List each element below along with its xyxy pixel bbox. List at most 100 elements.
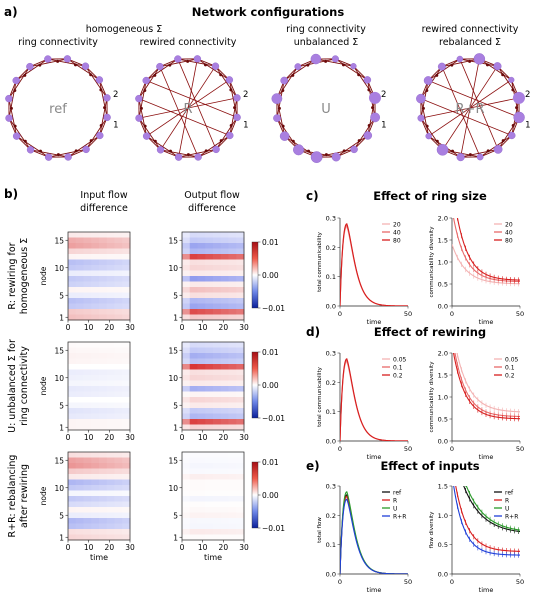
heatmap-cell xyxy=(236,248,245,255)
legend-label: R xyxy=(393,498,397,505)
heatmap-cell xyxy=(91,529,100,535)
xtick-label: 0 xyxy=(66,323,71,332)
network-center-label: U xyxy=(321,102,331,117)
ring-edge xyxy=(138,80,147,119)
heatmap-cell xyxy=(91,314,100,321)
heatmap-cell xyxy=(228,413,237,420)
heatmap-cell xyxy=(99,402,108,409)
ytick-label: 15 xyxy=(168,456,178,465)
heatmap-cell xyxy=(228,237,237,244)
heatmap-cell xyxy=(197,298,206,304)
edge-marker xyxy=(450,63,454,67)
heatmap-cell xyxy=(236,468,245,475)
heatmap-cell xyxy=(228,369,237,376)
heatmap-cell xyxy=(220,369,229,376)
heatmap-cell xyxy=(106,237,115,244)
legend-label: U xyxy=(393,506,397,513)
heatmap-cell xyxy=(228,375,237,381)
edge-marker xyxy=(468,59,472,63)
legend-label: 20 xyxy=(505,222,513,229)
heatmap-cell xyxy=(213,485,222,491)
ring-edge xyxy=(16,135,49,158)
edge-marker xyxy=(277,106,281,110)
heatmap-cell xyxy=(236,303,245,310)
network-node xyxy=(294,63,302,71)
heatmap-cell xyxy=(197,490,206,497)
ytick-label: 1.0 xyxy=(438,259,448,267)
heatmap-cell xyxy=(68,518,77,524)
heatmap-cell xyxy=(83,463,92,469)
heatmap-cell xyxy=(205,512,214,519)
heatmap-cell xyxy=(213,380,222,387)
heatmap-cell xyxy=(213,523,222,530)
row-label-line2: ring connectivity xyxy=(19,346,30,426)
ytick-label: 1 xyxy=(173,313,178,322)
ytick-label: 5 xyxy=(173,401,178,410)
heatmap-cell xyxy=(83,292,92,299)
heatmap-cell xyxy=(99,380,108,387)
xtick-label: 10 xyxy=(198,323,208,332)
heatmap-cell xyxy=(182,380,191,387)
edge-marker xyxy=(486,149,490,153)
heatmap-cell xyxy=(114,281,123,288)
heatmap-cell xyxy=(182,463,191,469)
heatmap-xlabel: time xyxy=(204,553,222,562)
heatmap-cell xyxy=(91,474,100,480)
xtick-label: 0 xyxy=(180,543,185,552)
edge-marker xyxy=(501,139,505,143)
ytick-label: 0.2 xyxy=(326,512,336,520)
ytick-label: 10 xyxy=(54,264,64,273)
heatmap-cell xyxy=(228,386,237,392)
heatmap-cell xyxy=(189,309,198,315)
heatmap-cell xyxy=(228,391,237,398)
heatmap-cell xyxy=(220,512,229,519)
ring-edge xyxy=(145,58,179,81)
panel-c-title: Effect of ring size xyxy=(373,189,487,203)
edge-marker xyxy=(74,149,78,153)
heatmap-cell xyxy=(236,386,245,392)
ytick-label: 0.5 xyxy=(438,281,448,289)
heatmap-cell xyxy=(213,468,222,475)
network-node xyxy=(233,94,241,102)
homogeneous-group-label: homogeneous Σ xyxy=(86,24,162,35)
heatmap-cell xyxy=(114,353,123,359)
heatmap-cell xyxy=(197,463,206,469)
network-node-large xyxy=(368,91,381,104)
heatmap-cell xyxy=(114,243,123,249)
xtick-label: 50 xyxy=(516,310,524,318)
heatmap-cell xyxy=(213,463,222,469)
network-node xyxy=(416,93,426,104)
xtick-label: 50 xyxy=(516,578,524,586)
heatmap-cell xyxy=(114,402,123,409)
heatmap-frame xyxy=(181,231,245,321)
heatmap-cell xyxy=(122,303,131,310)
heatmap-cell xyxy=(83,287,92,293)
heatmap-cell xyxy=(106,391,115,398)
heatmap-cell xyxy=(106,523,115,530)
heatmap-cell xyxy=(220,281,229,288)
heatmap-cell xyxy=(114,534,123,541)
heatmap-cell xyxy=(236,298,245,304)
ytick-label: 0.1 xyxy=(326,541,336,549)
heatmap-cell xyxy=(91,369,100,376)
edge-marker xyxy=(357,139,361,143)
network-node xyxy=(293,144,305,156)
heatmap-cell xyxy=(122,457,131,464)
rewired-edge xyxy=(177,58,217,150)
heatmap-cell xyxy=(220,342,229,348)
heatmap-cell xyxy=(228,353,237,359)
heatmap-cell xyxy=(197,265,206,271)
edge-marker xyxy=(291,73,295,77)
heatmap-cell xyxy=(99,397,108,403)
heatmap-cell xyxy=(236,259,245,266)
y-axis-label: flow diversity xyxy=(429,511,435,549)
network-node xyxy=(436,143,449,156)
network-node xyxy=(233,113,241,122)
edge-marker xyxy=(89,73,93,77)
heatmap-cell xyxy=(75,254,84,260)
heatmap-cell xyxy=(182,408,191,414)
heatmap-frame xyxy=(67,451,131,541)
edge-marker xyxy=(23,73,27,77)
heatmap-cell xyxy=(220,347,229,354)
ytick-label: 15 xyxy=(54,236,64,245)
